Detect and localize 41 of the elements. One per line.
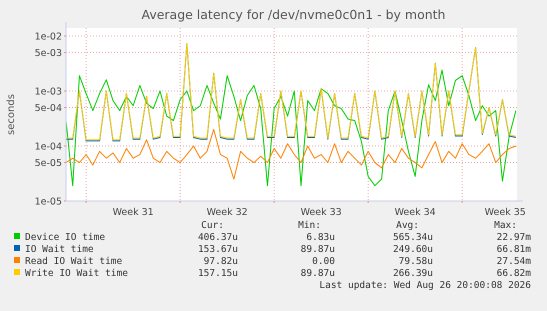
text: 89.87u [300, 244, 335, 255]
text: Cur: [201, 220, 224, 231]
y-axis-title: seconds [6, 94, 17, 135]
legend-label: Write IO Wait time [25, 268, 128, 279]
text: 89.87u [300, 268, 335, 279]
text: 6.83u [306, 232, 335, 243]
text: Avg: [396, 220, 419, 231]
text: 157.15u [198, 268, 238, 279]
text: 266.39u [392, 268, 433, 279]
legend-label: Read IO Wait time [25, 256, 123, 267]
y-tick-label: 1e-04 [34, 141, 62, 152]
legend-label: Device IO time [25, 232, 106, 243]
y-tick-label: 1e-02 [34, 31, 62, 42]
line-series [66, 70, 516, 186]
text: 565.34u [392, 232, 433, 243]
y-tick-label: 5e-03 [34, 48, 62, 59]
text: Min: [298, 220, 321, 231]
y-tick-label: 1e-03 [34, 86, 62, 98]
text: 406.37u [198, 232, 238, 243]
y-tick-label: 5e-05 [34, 158, 62, 169]
text: Last update: Wed Aug 26 20:00:08 2026 [319, 280, 532, 291]
text: 66.82m [496, 268, 532, 279]
y-tick-label: 5e-04 [34, 102, 62, 114]
text: 22.97m [496, 232, 532, 243]
line-series [66, 128, 516, 180]
text: 249.60u [392, 244, 433, 255]
x-tick-label: Week 33 [300, 207, 342, 218]
text: 97.82u [204, 256, 238, 267]
text: 66.81m [496, 244, 532, 255]
x-tick-label: Week 32 [206, 207, 248, 218]
x-tick-label: Week 34 [394, 207, 436, 218]
text: Max: [494, 220, 517, 231]
legend-label: IO Wait time [25, 244, 94, 255]
text: 0.00 [312, 256, 336, 267]
x-tick-label: Week 31 [112, 207, 154, 218]
text: 153.67u [198, 244, 238, 255]
text: 79.58u [398, 256, 433, 267]
x-tick-label: Week 35 [484, 207, 526, 218]
text: 27.54m [496, 256, 532, 267]
chart-title: Average latency for /dev/nvme0c0n1 - by month [142, 7, 446, 22]
y-tick-label: 1e-05 [34, 196, 62, 208]
